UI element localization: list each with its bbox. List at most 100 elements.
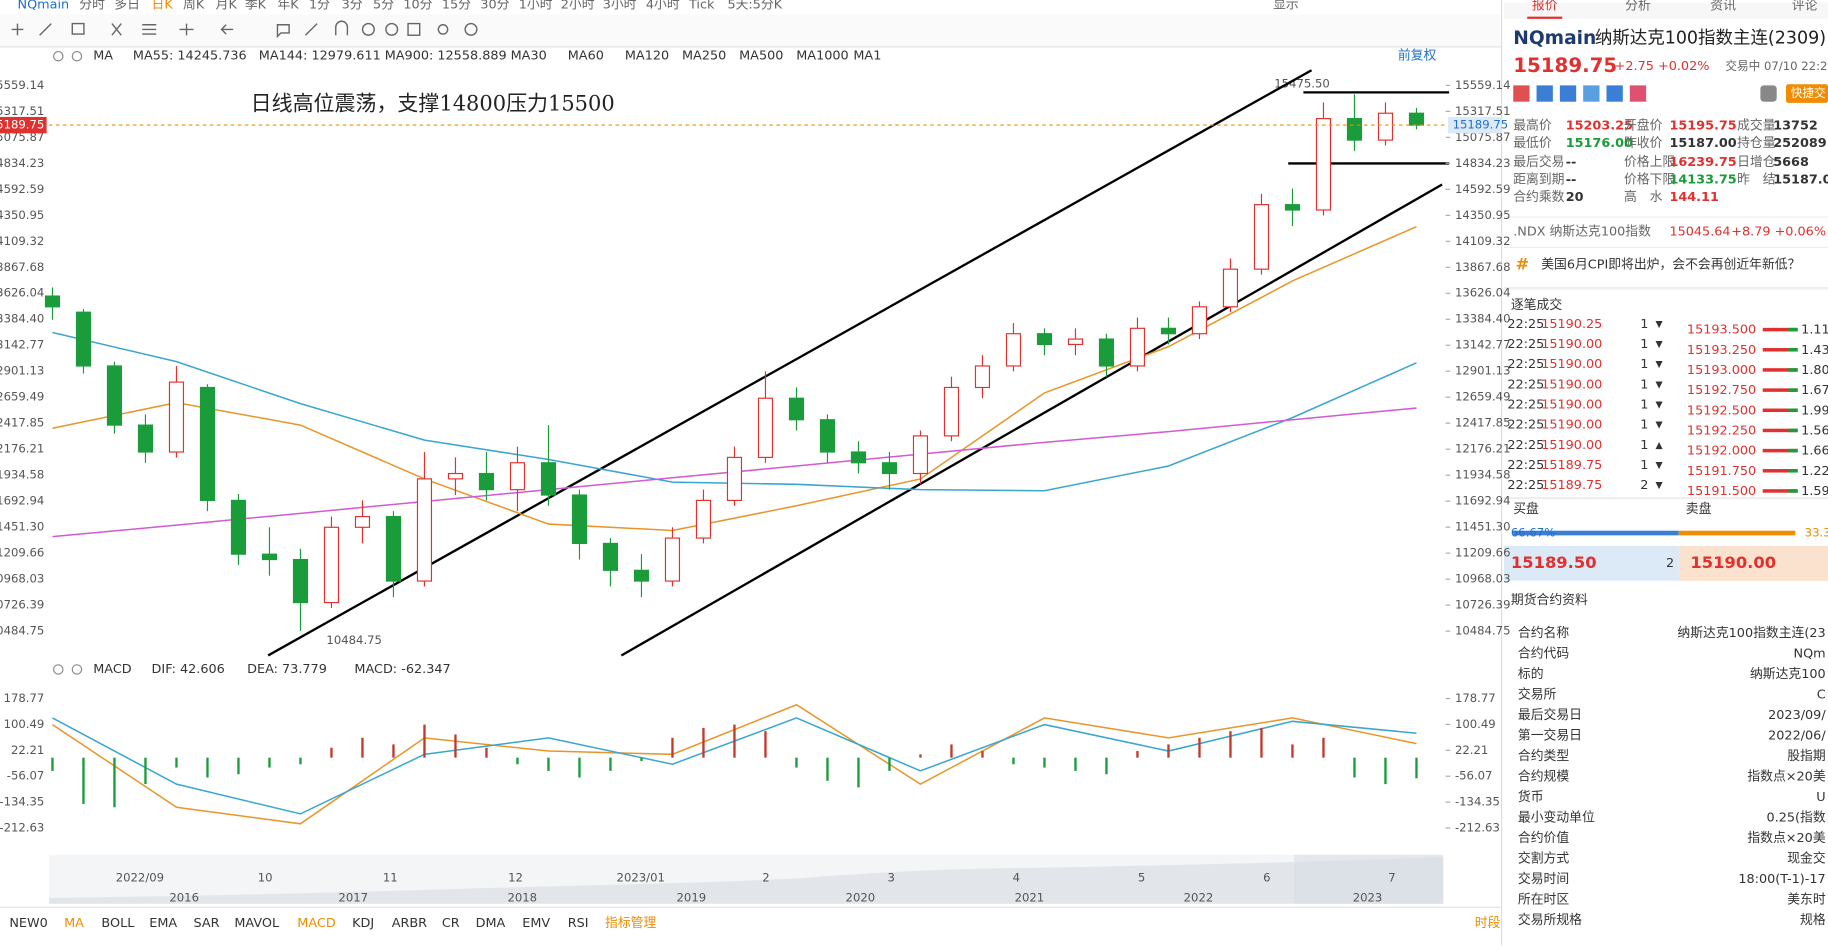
contract-value: 股指期 [1787, 749, 1825, 764]
quote-price: 15189.75 [1513, 54, 1617, 77]
macd-bar [764, 731, 767, 758]
tab[interactable]: 资讯 [1710, 0, 1736, 14]
indicator-tab[interactable]: BOLL [101, 916, 135, 931]
period-tab[interactable]: 2小时 [561, 0, 595, 12]
period-tab[interactable]: 4小时 [646, 0, 680, 12]
period-tab[interactable]: 1分 [309, 0, 330, 12]
period-tab[interactable]: 30分 [480, 0, 509, 12]
indicator-tab[interactable]: 指标管理 [605, 916, 656, 931]
candle-body [1346, 118, 1363, 141]
indicator-tab[interactable]: MAVOL [234, 916, 280, 931]
macd-bar [82, 757, 85, 804]
depth-bar [1788, 408, 1798, 413]
candle-body [571, 494, 588, 545]
indicator-tab[interactable]: EMA [149, 916, 177, 931]
indicator-tab[interactable]: EMV [522, 916, 550, 931]
legend-item[interactable]: MA250 [682, 49, 726, 64]
y-tick-label: 12176.21 [1455, 442, 1511, 456]
depth-bar [1788, 348, 1798, 352]
depth-price: 15192.500 [1687, 403, 1756, 418]
trade-price: 15190.00 [1541, 418, 1602, 433]
ma-line [52, 225, 1417, 532]
legend-item[interactable]: MACD: -62.347 [354, 662, 450, 677]
indicator-tab[interactable]: DMA [476, 916, 506, 931]
period-tab[interactable]: 3小时 [603, 0, 637, 12]
symbol[interactable]: NQmain [17, 0, 69, 12]
period-tab[interactable]: 1小时 [519, 0, 553, 12]
adjust-button[interactable]: 前复权 [1398, 48, 1437, 64]
macd-bar [795, 757, 798, 768]
period-tab[interactable]: 15分 [442, 0, 471, 12]
period-tab[interactable]: 3分 [342, 0, 363, 12]
legend-item[interactable]: MA55: 14245.736 [133, 49, 247, 64]
macd-bar [609, 757, 612, 771]
period-tab[interactable]: 分时 [79, 0, 105, 12]
legend-item[interactable]: MA120 [625, 49, 669, 64]
period-tab[interactable]: 10分 [403, 0, 432, 12]
depth-bar [1762, 448, 1798, 453]
indicator-tab[interactable]: SAR [194, 916, 220, 931]
y-tick-label: 10484.75 [0, 624, 44, 638]
news[interactable]: 美国6月CPI即将出炉，会不会再创近年新低？ [1541, 256, 1800, 272]
legend-item[interactable]: MA500 [739, 49, 783, 64]
indicator-tab[interactable]: KDJ [352, 916, 374, 931]
period-tab[interactable]: Tick [688, 0, 715, 12]
candle-body [1036, 333, 1053, 346]
indicator-tab[interactable]: MACD [297, 916, 336, 931]
contract-value: 美东时 [1787, 893, 1826, 908]
depth-bar [1788, 428, 1798, 433]
x-tick-label: 4 [1013, 871, 1020, 885]
indicator-tab[interactable]: RSI [568, 916, 589, 931]
legend-item[interactable]: MA1 [853, 49, 881, 64]
macd-bar [175, 757, 178, 768]
indicator-tab[interactable]: MA [64, 916, 84, 931]
macd-bar [1384, 757, 1387, 785]
candle-body [168, 381, 185, 453]
tab[interactable]: 分析 [1625, 0, 1651, 14]
depth-price: 15192.750 [1687, 383, 1756, 398]
legend-item[interactable]: MA60 [568, 49, 604, 64]
period-tab[interactable]: 周K [183, 0, 205, 12]
legend-item[interactable]: MA144: 12979.611 [259, 49, 381, 64]
tab[interactable]: 报价 [1532, 0, 1558, 14]
indicator-tab[interactable]: NEW0 [9, 916, 48, 931]
trade-volume: 1 [1640, 458, 1648, 473]
y-tick-label: 12901.13 [1455, 364, 1511, 378]
period-tab[interactable]: 5天:5分K [727, 0, 782, 12]
period-tab[interactable]: 季K [245, 0, 267, 12]
contract-title: 期货合约资料 [1511, 592, 1588, 608]
indicator-tab[interactable]: CR [442, 916, 460, 931]
macd-bar [454, 734, 457, 758]
period-tab[interactable]: 5分 [373, 0, 394, 12]
period-tab[interactable]: 日K [152, 0, 174, 12]
period-tab[interactable]: 多日 [114, 0, 140, 12]
depth-bar [1788, 489, 1798, 493]
contract-value: 纳斯达克100指数主连(23 [1677, 625, 1825, 641]
x-tick-label: 2 [762, 871, 769, 885]
legend-item[interactable]: DEA: 73.779 [247, 662, 327, 677]
x-tick-label: 7 [1388, 871, 1395, 885]
y-tick-label: -56.07 [7, 769, 45, 783]
display-button[interactable]: 显示 [1273, 0, 1299, 12]
quick-trade[interactable]: 快捷交 [1791, 86, 1826, 100]
legend-item[interactable]: DIF: 42.606 [152, 662, 225, 677]
x-tick-label: 5 [1138, 871, 1145, 885]
legend-item[interactable]: MA30 [511, 49, 547, 64]
period-tab[interactable]: 年K [277, 0, 299, 12]
y-tick-label: 14109.32 [0, 234, 44, 248]
trade-arrow: ▼ [1655, 460, 1663, 471]
session-button[interactable]: 时段 [1475, 916, 1501, 931]
y-tick-label: 12659.49 [0, 390, 44, 404]
trade-volume: 1 [1640, 317, 1648, 332]
period-tab[interactable]: 月K [216, 0, 238, 12]
legend-item[interactable]: MA1000 [796, 49, 848, 64]
depth-bar [1762, 408, 1798, 413]
indicator-tab[interactable]: ARBR [392, 916, 427, 931]
tab[interactable]: 评论 [1792, 0, 1818, 14]
legend-item[interactable]: MA900: 12558.889 [385, 49, 507, 64]
stat: 昨收价 [1624, 136, 1663, 151]
y-tick-label: 11451.30 [0, 520, 44, 534]
macd-bar [392, 744, 395, 758]
y-tick-label: 14834.23 [0, 156, 44, 170]
trades-title: 逐笔成交 [1511, 297, 1562, 313]
